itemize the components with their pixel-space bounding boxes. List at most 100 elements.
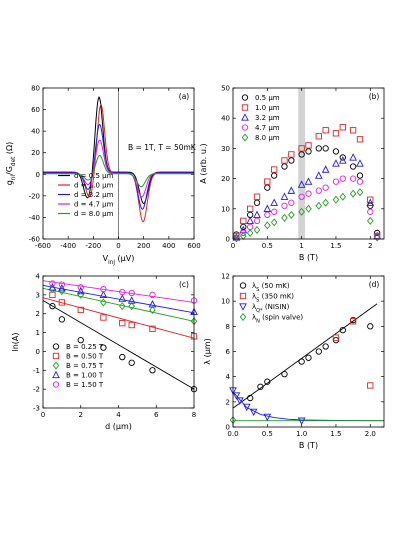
data-point xyxy=(298,207,305,216)
panel-a: -600 -400 -200 0 200 400 600-60-40-20020406080… xyxy=(5,85,201,267)
data-point xyxy=(247,223,254,231)
data-point xyxy=(271,208,278,215)
x-tick-label: 4 xyxy=(116,411,121,419)
fit-line xyxy=(42,280,195,303)
data-point xyxy=(332,148,340,155)
y-tick-label: 60 xyxy=(31,106,40,114)
legend-marker xyxy=(241,94,249,101)
legend-marker xyxy=(52,361,60,370)
data-point xyxy=(149,367,156,374)
data-point xyxy=(332,195,340,204)
x-tick-label: 200 xyxy=(137,242,150,250)
data-point xyxy=(356,159,364,167)
y-tick-label: -3 xyxy=(33,405,40,413)
legend-entry-part: S xyxy=(256,287,259,293)
plot-frame xyxy=(232,87,385,240)
legend-entry-part: N xyxy=(256,319,260,325)
data-point xyxy=(356,188,364,197)
data-point xyxy=(270,218,278,227)
x-tick-label: 0.5 xyxy=(262,242,273,250)
y-tick-label: 0 xyxy=(36,348,40,356)
data-point xyxy=(253,199,261,206)
data-point xyxy=(149,291,156,299)
data-point xyxy=(315,145,322,152)
data-point xyxy=(288,210,295,219)
data-point xyxy=(349,153,357,161)
data-point xyxy=(257,383,264,390)
fit-line xyxy=(42,300,195,390)
legend-entry-part: (spin valve) xyxy=(260,314,303,322)
data-point xyxy=(99,290,108,299)
legend-entry: 8.0 µm xyxy=(255,134,280,142)
data-point xyxy=(271,172,278,179)
data-point xyxy=(288,151,295,158)
data-point xyxy=(264,378,271,385)
data-point xyxy=(77,284,84,291)
data-point xyxy=(349,163,357,170)
data-point xyxy=(58,316,66,323)
data-point xyxy=(339,154,346,161)
panel-label: (b) xyxy=(369,92,380,101)
data-point xyxy=(271,166,278,173)
panel-label: (d) xyxy=(369,280,380,289)
y-tick-label: 4 xyxy=(226,373,231,381)
data-point xyxy=(76,286,85,295)
data-point xyxy=(367,323,374,330)
data-point xyxy=(249,408,258,417)
x-tick-label: 2.0 xyxy=(365,430,376,438)
data-point xyxy=(339,175,346,182)
fit-line xyxy=(232,391,385,422)
legend-entry: λS (50 mK) xyxy=(252,282,290,293)
y-tick-label: 0 xyxy=(226,236,230,244)
data-point xyxy=(321,165,330,173)
data-point xyxy=(305,204,312,213)
x-tick-label: 2 xyxy=(368,242,372,250)
data-point xyxy=(297,417,306,425)
data-point xyxy=(100,286,107,293)
legend-entry: λN (spin valve) xyxy=(252,314,303,325)
data-point xyxy=(322,184,329,191)
y-tick-label: 1 xyxy=(36,329,40,337)
data-point xyxy=(247,205,254,212)
x-tick-label: 1.5 xyxy=(330,430,341,438)
data-point xyxy=(298,193,305,200)
legend-entry: B = 0.75 T xyxy=(66,362,104,370)
legend-marker xyxy=(52,381,60,388)
data-point xyxy=(304,177,313,185)
data-point xyxy=(242,403,251,412)
data-point xyxy=(240,229,247,237)
data-point xyxy=(128,289,135,297)
data-point xyxy=(305,142,312,149)
y-tick-label: 20 xyxy=(221,175,230,183)
data-point xyxy=(281,213,288,222)
data-point xyxy=(305,354,312,361)
data-point xyxy=(298,145,305,152)
legend-marker xyxy=(239,312,247,322)
data-point xyxy=(298,358,305,365)
y-axis-label: ln(A) xyxy=(11,332,20,351)
y-tick-label: 40 xyxy=(221,115,230,123)
series-line xyxy=(43,154,194,188)
legend-entry: λQ* (NISIN) xyxy=(252,303,290,314)
data-point xyxy=(246,216,254,225)
data-point xyxy=(305,148,312,155)
x-tick-label: 0.0 xyxy=(227,430,238,438)
legend-marker xyxy=(241,113,249,121)
data-point xyxy=(253,210,261,218)
data-point xyxy=(264,178,271,185)
legend-entry-part: Q* xyxy=(256,308,263,314)
data-point xyxy=(367,382,374,389)
legend-entry-part: λ xyxy=(252,293,256,301)
legend-marker xyxy=(52,343,60,350)
data-point xyxy=(100,344,107,351)
data-point xyxy=(367,208,374,215)
data-point xyxy=(332,130,340,137)
data-point xyxy=(332,178,340,185)
x-axis-label: Vinj (µV) xyxy=(103,254,135,266)
data-point xyxy=(263,204,272,212)
data-point xyxy=(253,217,261,225)
x-tick-label: -400 xyxy=(60,242,76,250)
